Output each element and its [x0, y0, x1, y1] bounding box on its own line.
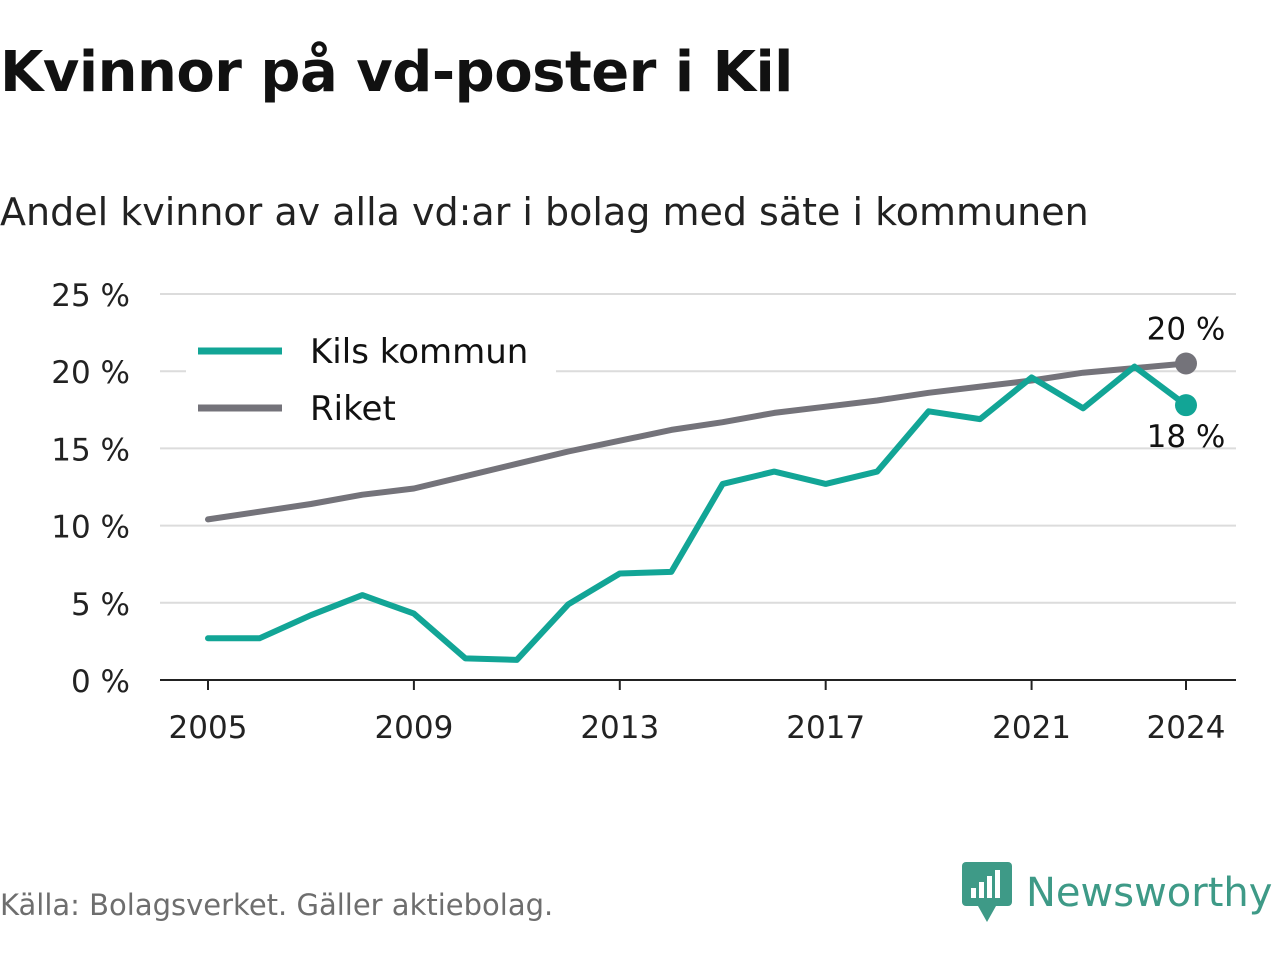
brand-name: Newsworthy: [1026, 870, 1273, 916]
series-end-point-riket: [1175, 352, 1197, 375]
newsworthy-logo-icon: [962, 862, 1012, 922]
chart-subtitle: Andel kvinnor av alla vd:ar i bolag med …: [0, 190, 1089, 234]
legend-label: Riket: [310, 389, 396, 429]
series-end-point-kils-kommun: [1175, 394, 1197, 417]
y-tick-label: 25 %: [51, 278, 130, 314]
chart-title: Kvinnor på vd-poster i Kil: [0, 40, 793, 105]
legend-label: Kils kommun: [310, 332, 528, 372]
x-tick-label: 2009: [374, 710, 453, 746]
x-tick-label: 2005: [169, 710, 248, 746]
y-tick-label: 0 %: [71, 664, 130, 700]
legend-box: [186, 322, 556, 446]
x-tick-label: 2013: [580, 710, 659, 746]
end-value-label: 20 %: [1147, 311, 1226, 347]
x-tick-label: 2024: [1147, 710, 1226, 746]
y-tick-label: 10 %: [51, 510, 130, 546]
source-note: Källa: Bolagsverket. Gäller aktiebolag.: [0, 888, 554, 922]
y-tick-label: 5 %: [71, 587, 130, 623]
x-tick-label: 2017: [786, 710, 865, 746]
y-tick-label: 15 %: [51, 432, 130, 468]
brand: Newsworthy: [962, 862, 1272, 924]
series-line-kils-kommun: [205, 363, 1189, 663]
y-tick-label: 20 %: [51, 355, 130, 391]
end-value-label: 18 %: [1147, 419, 1226, 455]
x-tick-label: 2021: [992, 710, 1071, 746]
